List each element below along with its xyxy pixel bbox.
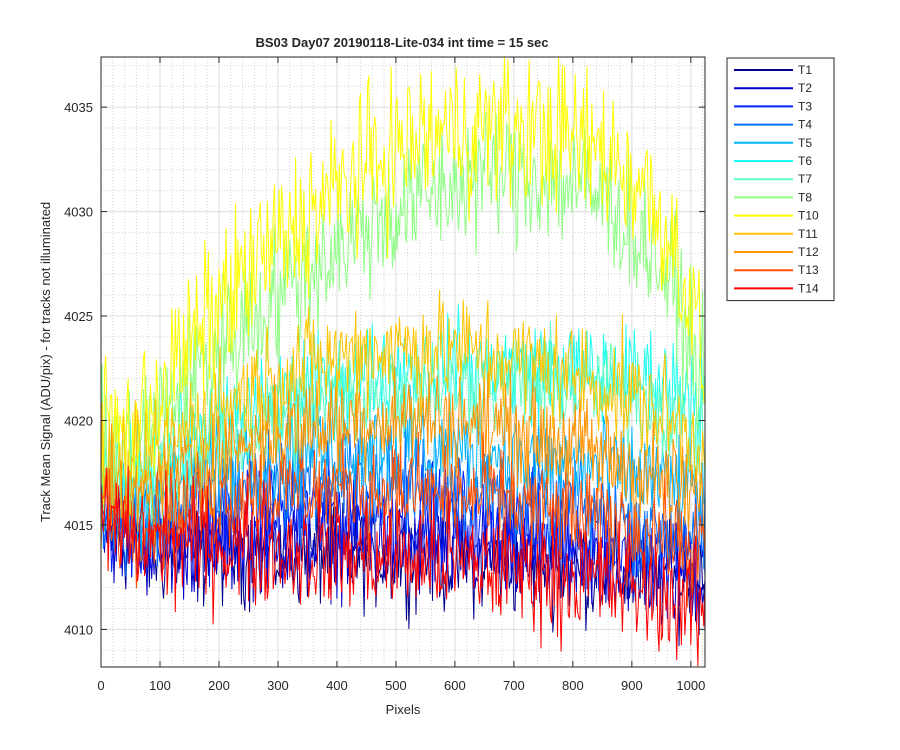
y-tick-label: 4015 <box>64 518 93 533</box>
series-line-t10 <box>101 57 705 505</box>
y-tick-label: 4025 <box>64 309 93 324</box>
legend-label-t10: T10 <box>798 209 819 223</box>
x-tick-label: 900 <box>621 678 643 693</box>
x-tick-label: 200 <box>208 678 230 693</box>
series-line-t14 <box>101 465 705 667</box>
y-tick-label: 4010 <box>64 622 93 637</box>
chart-title: BS03 Day07 20190118-Lite-034 int time = … <box>255 35 548 50</box>
legend-label-t14: T14 <box>798 281 819 295</box>
legend-label-t13: T13 <box>798 263 819 277</box>
legend-label-t3: T3 <box>798 99 812 113</box>
legend-label-t5: T5 <box>798 136 812 150</box>
axis-ticks <box>100 57 705 667</box>
x-tick-label: 700 <box>503 678 525 693</box>
x-tick-label: 400 <box>326 678 348 693</box>
x-tick-label: 300 <box>267 678 289 693</box>
axes-box <box>100 56 706 668</box>
y-axis-title: Track Mean Signal (ADU/pix) - for tracks… <box>38 202 53 522</box>
x-tick-label: 500 <box>385 678 407 693</box>
y-tick-label: 4030 <box>64 205 93 220</box>
x-tick-label: 100 <box>149 678 171 693</box>
legend-label-t12: T12 <box>798 245 819 259</box>
series-layer <box>101 57 705 667</box>
legend: T1 T2 T3 T4 T5 T6 T7 T8 T10 T11 T12 T13 T14 <box>726 57 835 302</box>
tick-labels: 0 100 200 300 400 500 600 700 800 900 1000 4010 4015… <box>64 100 705 693</box>
legend-label-t7: T7 <box>798 172 812 186</box>
legend-label-t6: T6 <box>798 154 812 168</box>
legend-label-t11: T11 <box>798 227 818 241</box>
legend-label-t8: T8 <box>798 190 812 204</box>
x-tick-label: 600 <box>444 678 466 693</box>
legend-label-t2: T2 <box>798 81 812 95</box>
series-line-t12 <box>101 366 705 554</box>
legend-label-t4: T4 <box>798 118 812 132</box>
y-tick-label: 4035 <box>64 100 93 115</box>
legend-label-t1: T1 <box>798 63 812 77</box>
series-line-t11 <box>101 289 705 532</box>
x-tick-label: 0 <box>97 678 104 693</box>
y-tick-label: 4020 <box>64 413 93 428</box>
x-axis-title: Pixels <box>386 702 421 717</box>
x-tick-label: 1000 <box>676 678 705 693</box>
x-tick-label: 800 <box>562 678 584 693</box>
